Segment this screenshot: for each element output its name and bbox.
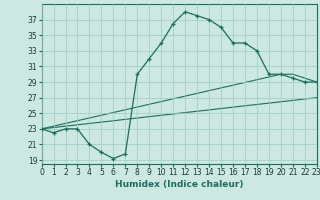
X-axis label: Humidex (Indice chaleur): Humidex (Indice chaleur)	[115, 180, 244, 189]
